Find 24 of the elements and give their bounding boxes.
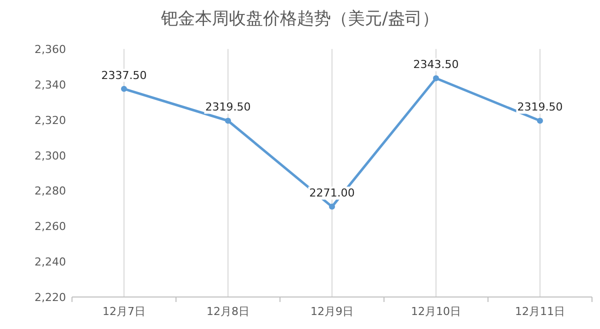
y-tick-label: 2,240 (34, 256, 66, 269)
point (121, 86, 127, 92)
y-tick-label: 2,320 (34, 114, 66, 127)
chart-title: 钯金本周收盘价格趋势（美元/盎司） (160, 9, 439, 29)
x-tick-label: 12月10日 (411, 305, 461, 318)
data-label: 2343.50 (413, 58, 459, 72)
y-tick-label: 2,360 (34, 43, 66, 56)
data-label: 2271.00 (309, 186, 355, 200)
y-tick-label: 2,300 (34, 149, 66, 162)
x-tick-label: 12月7日 (102, 305, 146, 318)
point (225, 118, 231, 124)
x-tick-label: 12月8日 (206, 305, 250, 318)
data-label: 2319.50 (517, 100, 563, 114)
y-tick-label: 2,220 (34, 291, 66, 304)
x-tick-label: 12月9日 (310, 305, 354, 318)
y-tick-label: 2,280 (34, 184, 66, 198)
x-tick-label: 12月11日 (515, 305, 565, 318)
point (537, 118, 543, 124)
point (433, 75, 439, 82)
point (329, 204, 335, 210)
y-tick-label: 2,340 (34, 78, 66, 92)
data-label: 2319.50 (205, 100, 251, 114)
y-tick-label: 2,260 (34, 220, 66, 234)
data-label: 2337.50 (101, 68, 147, 82)
